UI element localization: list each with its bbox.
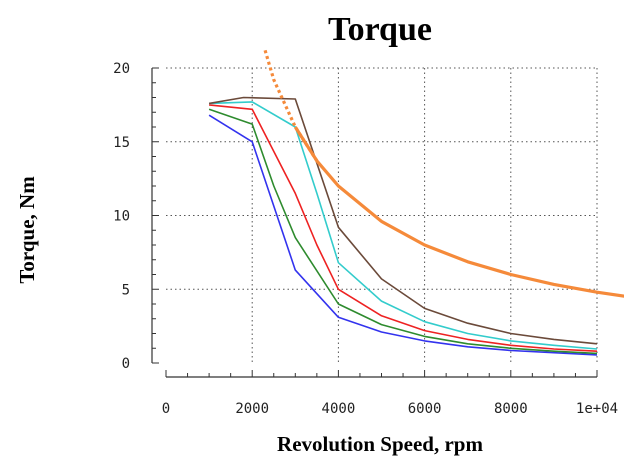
chart-title: Torque [328, 11, 432, 48]
series-lines [208, 49, 624, 356]
series-line-2 [208, 108, 598, 355]
y-tick-label: 5 [122, 282, 130, 298]
x-axis-label: Revolution Speed, rpm [277, 432, 483, 456]
x-tick-label: 0 [162, 401, 170, 417]
series-line-1 [208, 114, 598, 356]
y-tick-label: 0 [122, 356, 130, 372]
tick-labels: 0 5 10 15 20 0 2000 4000 6000 8000 1e+04 [113, 61, 618, 417]
axes [151, 67, 598, 378]
series-line-3 [209, 104, 598, 352]
y-tick-label: 20 [113, 61, 130, 77]
x-tick-label: 8000 [494, 401, 528, 417]
y-tick-label: 10 [113, 209, 130, 225]
series-line-orange [293, 126, 624, 298]
series-line-orange-dashed [263, 49, 319, 162]
series-line-5 [208, 96, 598, 345]
x-tick-label: 2000 [235, 401, 269, 417]
x-tick-label: 6000 [408, 401, 442, 417]
grid-lines [166, 67, 598, 363]
series-line-4 [209, 101, 598, 350]
y-tick-label: 15 [113, 135, 130, 151]
y-axis-label: Torque, Nm [15, 176, 39, 284]
x-tick-label: 1e+04 [576, 401, 618, 417]
x-tick-label: 4000 [322, 401, 356, 417]
